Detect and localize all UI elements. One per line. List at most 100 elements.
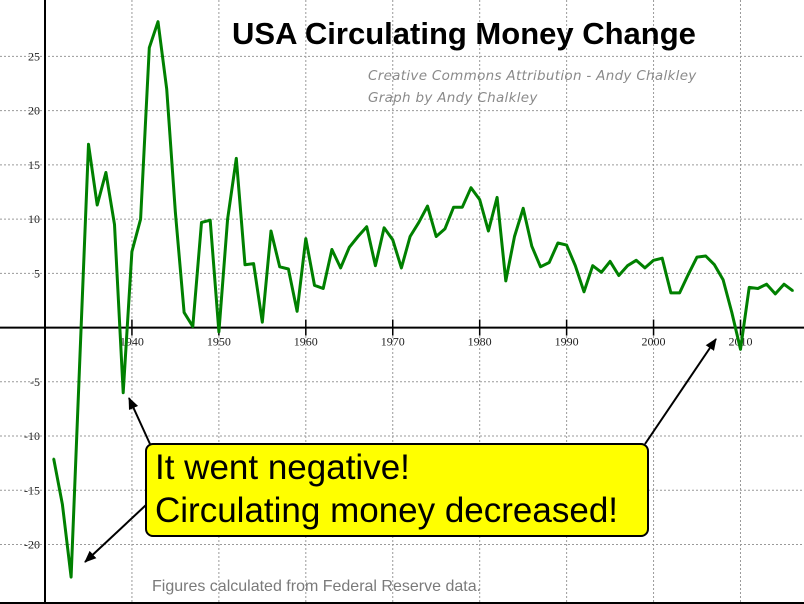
data-point [521,207,525,210]
y-tick-label: -20 [24,538,40,552]
data-point [104,171,108,174]
data-point [139,217,142,221]
data-point [356,235,360,238]
annotation: It went negative! Circulating money decr… [84,338,717,563]
data-point [52,457,55,461]
data-point [156,20,160,23]
data-point [617,274,620,277]
data-point [348,246,351,249]
data-point [269,229,273,233]
data-point [122,391,125,394]
data-point [730,311,733,314]
data-point [747,286,751,289]
data-point [608,260,612,263]
data-point [652,259,655,262]
x-tick-label: 2000 [642,335,666,349]
data-point [69,575,73,579]
data-point [174,211,177,214]
data-point [443,227,447,231]
y-tick-label: 5 [34,266,40,280]
y-tick-label: 25 [28,49,40,63]
callout-line-2: Circulating money decreased! [155,491,618,530]
data-point [713,263,716,266]
x-tick-label: 1940 [120,335,144,349]
data-point [148,46,151,49]
data-point [408,235,412,238]
data-point [461,205,464,209]
data-point [235,157,238,160]
data-point [226,217,229,221]
data-point [95,203,99,207]
data-point [574,264,577,267]
data-point [426,204,429,208]
data-point [687,273,690,276]
y-tick-label: -5 [30,375,40,389]
data-point [374,264,377,267]
arrow-2010 [644,338,717,445]
data-point [504,279,507,283]
data-point [548,261,551,264]
data-point [208,218,212,222]
data-point [565,243,568,247]
y-tick-label: 10 [28,212,40,226]
data-point [704,254,707,258]
data-point [435,235,438,238]
data-point [695,255,699,259]
data-point [400,266,403,270]
chart-title: USA Circulating Money Change [232,16,696,51]
data-point [669,291,673,295]
data-point [217,330,221,334]
data-point [417,221,421,224]
data-point [661,256,664,260]
y-tick-label: -15 [24,483,40,497]
data-point [678,291,681,295]
data-point [600,271,603,274]
data-point [182,311,186,314]
data-point [765,282,768,286]
data-point [478,198,481,201]
data-point [191,325,194,328]
x-tick-label: 1990 [555,335,579,349]
data-point [330,248,334,251]
data-point [165,87,168,91]
data-point [469,186,473,189]
credit-line-1: Creative Commons Attribution - Andy Chal… [368,68,697,84]
callout-box [145,443,649,537]
data-point [539,265,542,269]
arrow-1939 [128,397,151,445]
data-point [382,226,386,229]
data-point [78,358,81,362]
data-point [365,225,368,228]
x-tick-label: 1980 [468,335,492,349]
arrow-1933 [84,504,147,563]
x-tick-label: 1960 [294,335,318,349]
data-point [591,264,594,267]
data-point [582,290,586,293]
footer-note: Figures calculated from Federal Reserve … [152,578,481,595]
data-point [774,292,777,296]
data-point [556,241,560,245]
data-point [643,266,647,270]
data-point [513,235,516,238]
data-point [130,250,134,253]
data-point [243,263,247,266]
data-point [200,221,203,224]
data-point [626,264,629,267]
data-point [321,287,325,290]
data-point [313,284,316,287]
data-point [634,259,638,262]
x-tick-label: 1970 [381,335,405,349]
callout-line-1: It went negative! [155,448,410,487]
data-point [304,237,308,240]
data-point [252,262,255,265]
x-tick-label: 1950 [207,335,231,349]
data-point [756,287,760,290]
data-point [739,348,742,351]
data-point [487,229,490,233]
data-point [287,267,290,271]
data-point [452,205,455,209]
data-point [261,320,264,324]
